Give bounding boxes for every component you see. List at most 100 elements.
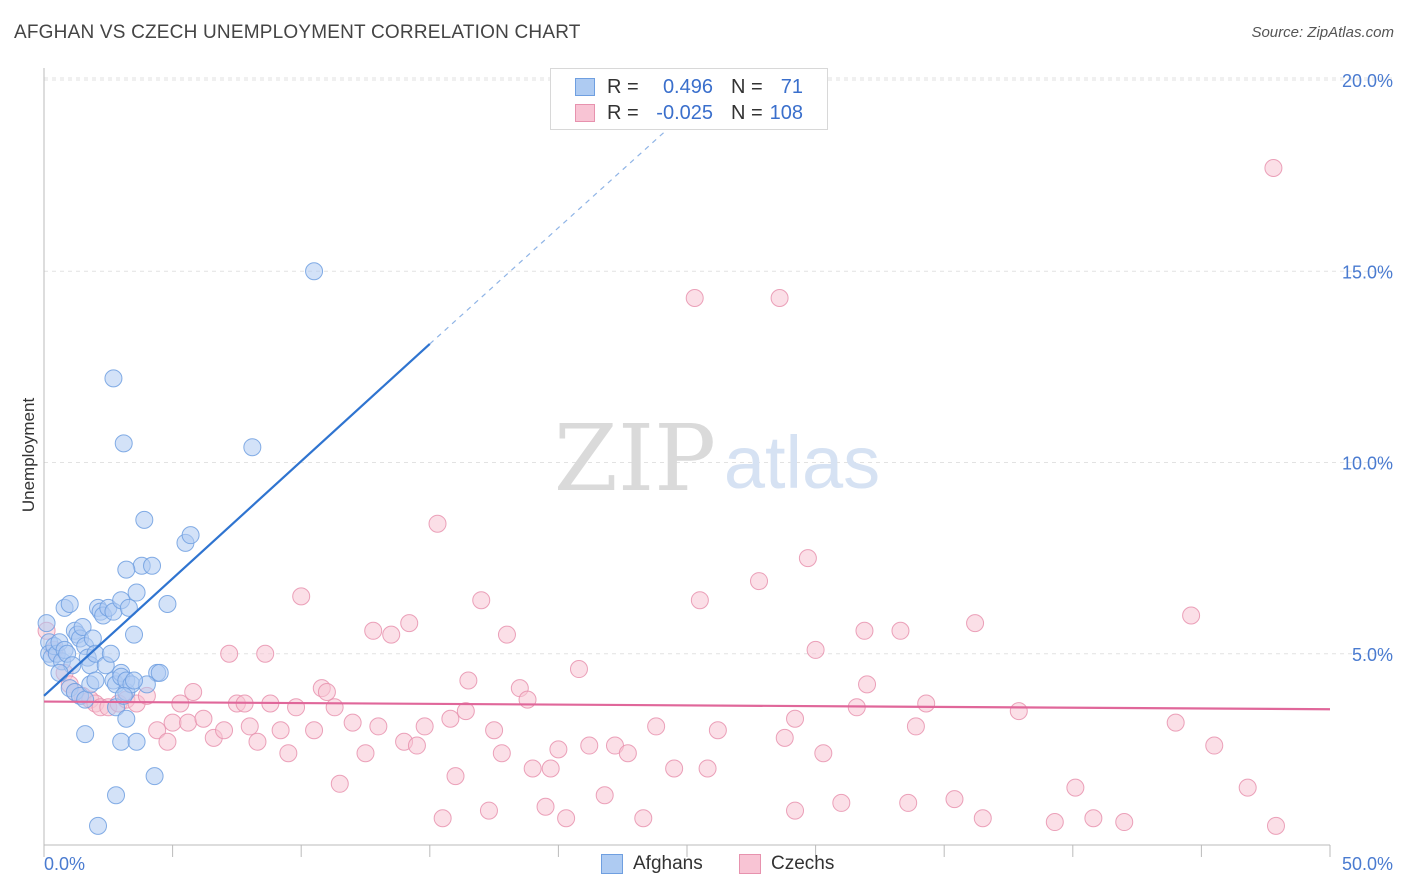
afghan-point <box>50 663 69 682</box>
axes <box>43 68 1331 857</box>
czech-point <box>148 721 167 740</box>
afghans-trend-line <box>43 343 431 697</box>
afghan-point <box>127 583 146 602</box>
czech-point <box>369 717 388 736</box>
afghan-point <box>305 262 324 281</box>
r-label: R = <box>607 101 639 124</box>
czech-point <box>891 621 910 640</box>
czech-point <box>343 713 362 732</box>
czech-point <box>279 744 298 763</box>
czech-point <box>698 759 717 778</box>
czech-point <box>1264 158 1283 177</box>
czech-point <box>240 717 259 736</box>
czech-point <box>685 289 704 308</box>
afghan-point <box>117 560 136 579</box>
czech-point <box>485 721 504 740</box>
czech-point <box>580 736 599 755</box>
czechs-trend-line <box>43 700 1331 711</box>
czech-point <box>305 721 324 740</box>
y-tick-label: 15.0% <box>1342 262 1393 282</box>
afghan-point <box>125 671 144 690</box>
czech-point <box>665 759 684 778</box>
watermark: ZIP atlas <box>554 405 880 512</box>
afghans-series <box>37 262 324 835</box>
afghan-point <box>145 767 164 786</box>
afghan-point <box>150 663 169 682</box>
czech-point <box>356 744 375 763</box>
czech-point <box>806 640 825 659</box>
czech-point <box>786 709 805 728</box>
afghan-point <box>143 556 162 575</box>
czech-point <box>271 721 290 740</box>
afghans-legend-label: Afghans <box>633 853 703 874</box>
czech-point <box>1045 813 1064 832</box>
czechs-legend-swatch <box>739 854 761 874</box>
czech-point <box>1166 713 1185 732</box>
czech-point <box>248 732 267 751</box>
x-tick-label: 50.0% <box>1342 854 1393 874</box>
czech-point <box>523 759 542 778</box>
afghan-point <box>243 438 262 457</box>
afghans-trend-extension <box>429 94 706 345</box>
czech-point <box>446 767 465 786</box>
czech-point <box>966 614 985 633</box>
czech-point <box>456 702 475 721</box>
czech-point <box>917 694 936 713</box>
czech-point <box>595 786 614 805</box>
watermark-zip: ZIP <box>554 405 716 512</box>
n-value: 71 <box>780 75 803 98</box>
y-tick-label: 20.0% <box>1342 71 1393 91</box>
czech-point <box>492 744 511 763</box>
czech-point <box>858 675 877 694</box>
czech-point <box>832 793 851 812</box>
afghan-point <box>76 690 95 709</box>
czech-point <box>906 717 925 736</box>
czech-point <box>1084 809 1103 828</box>
czech-point <box>750 572 769 591</box>
r-value: -0.025 <box>656 101 713 124</box>
czech-point <box>690 591 709 610</box>
czech-point <box>459 671 478 690</box>
legend-item-czechs: Czechs <box>739 852 834 876</box>
czech-point <box>536 797 555 816</box>
correlation-legend: R = 0.496 N = 71 R = -0.025 N = 108 <box>550 68 828 130</box>
czech-point <box>382 625 401 644</box>
czech-point <box>518 690 537 709</box>
afghan-point <box>119 598 138 617</box>
y-axis-label: Unemployment <box>19 398 38 513</box>
czech-point <box>549 740 568 759</box>
afghan-point <box>117 709 136 728</box>
legend-row-afghans: R = 0.496 N = 71 <box>575 75 803 99</box>
czech-point <box>945 790 964 809</box>
czech-point <box>1066 778 1085 797</box>
czech-point <box>775 728 794 747</box>
legend-item-afghans: Afghans <box>601 852 703 876</box>
afghan-point <box>76 725 95 744</box>
czech-point <box>441 709 460 728</box>
afghan-point <box>114 434 133 453</box>
czech-point <box>364 621 383 640</box>
czech-point <box>194 709 213 728</box>
afghan-point <box>125 625 144 644</box>
r-label: R = <box>607 75 639 98</box>
czech-point <box>317 683 336 701</box>
czech-point <box>400 614 419 633</box>
y-tick-label: 10.0% <box>1342 454 1393 474</box>
y-tick-label: 5.0% <box>1352 645 1393 665</box>
czech-point <box>472 591 491 610</box>
czech-point <box>1205 736 1224 755</box>
czech-point <box>433 809 452 828</box>
watermark-atlas: atlas <box>724 421 880 504</box>
czech-point <box>798 549 817 568</box>
czech-point <box>1238 778 1257 797</box>
afghan-point <box>89 816 108 835</box>
afghan-point <box>73 617 92 636</box>
czech-point <box>786 801 805 820</box>
afghan-point <box>158 595 177 614</box>
czech-point <box>647 717 666 736</box>
czech-point <box>158 732 177 751</box>
czech-point <box>292 587 311 606</box>
czech-point <box>163 713 182 732</box>
n-label: N = <box>731 101 763 124</box>
